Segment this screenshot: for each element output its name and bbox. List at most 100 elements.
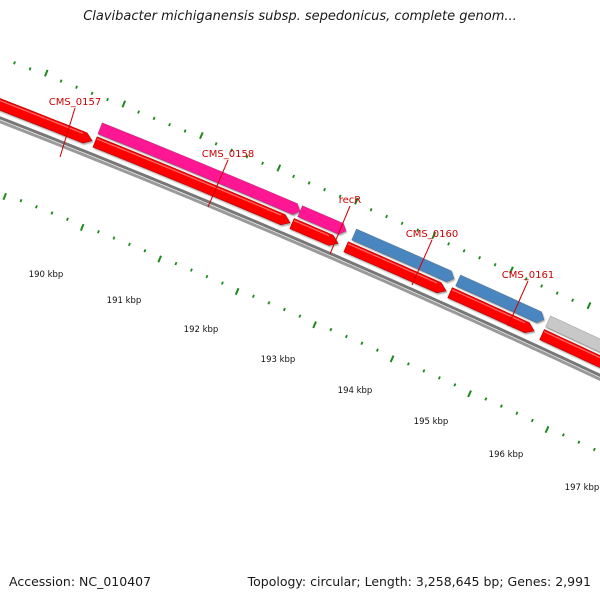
outer-tick — [338, 194, 342, 199]
outer-tick — [323, 187, 327, 192]
inner-tick — [344, 334, 348, 339]
inner-tick — [157, 255, 162, 263]
outer-tick — [524, 277, 528, 281]
inner-tick — [97, 230, 100, 234]
inner-tick — [530, 418, 534, 423]
inner-tick — [143, 249, 147, 253]
inner-tick — [19, 198, 23, 203]
outer-tick — [292, 174, 296, 179]
kbp-scale-label: 193 kbp — [261, 355, 296, 365]
gene-leader-line — [507, 280, 529, 327]
inner-tick — [453, 383, 457, 387]
outer-tick — [13, 61, 16, 65]
outer-tick — [431, 231, 437, 239]
inner-tick — [499, 404, 503, 408]
inner-tick — [221, 281, 224, 285]
outer-tick — [214, 142, 218, 146]
outer-tick — [571, 298, 575, 302]
inner-tick — [282, 307, 286, 312]
outer-tick — [245, 155, 249, 159]
kbp-scale-layer: 190 kbp 191 kbp 192 kbp 193 kbp 194 kbp 195 k… — [29, 270, 600, 493]
outer-tick-ring — [13, 61, 592, 310]
gene-arrow[interactable] — [351, 228, 455, 283]
kbp-scale-label: 196 kbp — [489, 450, 524, 460]
inner-tick — [128, 242, 131, 247]
outer-tick — [354, 197, 359, 205]
map-title: Clavibacter michiganensis subsp. sepedon… — [83, 9, 517, 24]
inner-tick — [267, 301, 271, 305]
gene-arrow[interactable] — [297, 205, 347, 235]
inner-tick — [484, 397, 488, 401]
outer-tick — [416, 228, 420, 232]
cds-arrow-highlight — [543, 331, 600, 359]
outer-tick — [44, 69, 49, 77]
kbp-scale-label: 195 kbp — [414, 417, 449, 427]
outer-tick — [121, 100, 127, 108]
gene-label[interactable]: recR — [339, 195, 362, 206]
outer-tick — [307, 181, 311, 185]
outer-tick — [28, 67, 32, 71]
gene-label[interactable]: CMS_0161 — [502, 270, 554, 281]
gene-leader-line — [59, 107, 76, 158]
outer-tick — [462, 249, 466, 253]
cds-arrow-highlight — [96, 138, 282, 216]
inner-tick — [515, 411, 519, 416]
inner-tick — [66, 217, 69, 221]
inner-tick — [360, 341, 364, 346]
inner-tick — [174, 261, 178, 266]
outer-tick — [59, 79, 63, 83]
inner-tick — [35, 205, 38, 209]
gene-arrow[interactable] — [545, 315, 600, 368]
outer-tick — [493, 263, 497, 267]
inner-tick — [561, 433, 565, 437]
outer-tick — [75, 85, 78, 89]
inner-tick-ring — [2, 192, 596, 452]
inner-tick — [592, 447, 596, 452]
genome-summary-label: Topology: circular; Length: 3,258,645 bp… — [247, 574, 591, 589]
gene-leader-line — [411, 239, 433, 286]
gene-label[interactable]: CMS_0157 — [49, 97, 101, 108]
outer-tick — [261, 161, 264, 166]
gene-label-layer: CMS_0157 CMS_0158 recR CMS_0160 CMS_0161 — [49, 97, 554, 327]
inner-tick — [2, 192, 7, 201]
inner-tick — [234, 287, 240, 296]
outer-tick — [400, 221, 404, 226]
genome-backbone — [0, 116, 600, 381]
inner-tick — [389, 355, 395, 363]
inner-tick — [544, 425, 550, 434]
outer-tick — [555, 291, 559, 295]
kbp-scale-label: 190 kbp — [29, 270, 64, 280]
cds-arrow — [289, 218, 339, 246]
gene-arrow[interactable] — [97, 122, 301, 215]
cds-arrow-highlight — [451, 289, 526, 324]
gene-label[interactable]: CMS_0158 — [202, 149, 254, 160]
accession-label: Accession: NC_010407 — [9, 574, 152, 589]
inner-tick — [375, 348, 379, 352]
outer-tick — [230, 148, 233, 153]
inner-tick — [79, 223, 85, 231]
outer-tick — [106, 97, 109, 102]
outer-tick — [152, 116, 156, 121]
gene-label[interactable]: CMS_0160 — [406, 229, 458, 240]
gene-feature-track — [97, 122, 600, 368]
cds-arrow — [343, 241, 447, 294]
outer-tick — [137, 110, 140, 114]
kbp-scale-label: 194 kbp — [338, 386, 373, 396]
inner-tick — [298, 314, 302, 318]
cds-arrow — [539, 329, 600, 368]
outer-tick — [199, 131, 204, 140]
kbp-scale-label: 191 kbp — [107, 296, 142, 306]
cds-arrow-highlight — [293, 220, 330, 237]
outer-tick — [183, 129, 187, 133]
kbp-scale-label: 197 kbp — [565, 483, 600, 493]
outer-tick — [540, 284, 544, 288]
outer-tick — [168, 122, 171, 127]
kbp-scale-label: 192 kbp — [184, 325, 219, 335]
cds-arrow-highlight — [347, 243, 438, 284]
gene-arrow[interactable] — [455, 274, 545, 323]
inner-tick — [467, 390, 472, 398]
inner-tick — [50, 211, 54, 215]
outer-tick — [586, 302, 592, 310]
